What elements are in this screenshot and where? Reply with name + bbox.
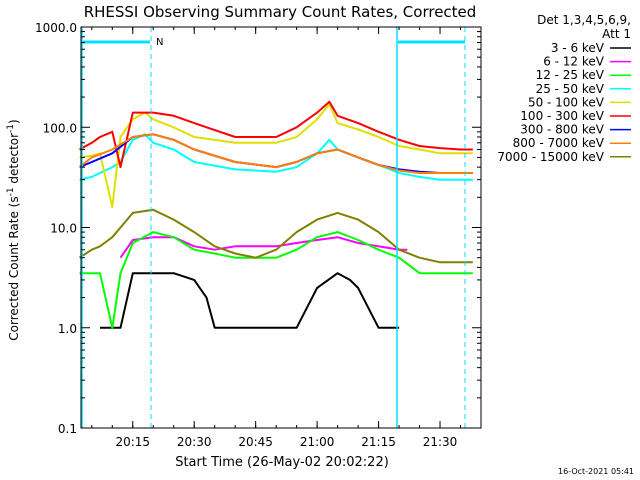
x-axis-label: Start Time (26-May-02 20:02:22) (175, 455, 389, 470)
y-axis-label-mid: detector (7, 133, 21, 188)
x-tick-label: 20:30 (177, 435, 212, 449)
x-tick-label: 20:15 (115, 435, 150, 449)
y-tick-label: 0.1 (58, 422, 77, 436)
x-tick-label: 20:45 (238, 435, 273, 449)
plot-area: N (78, 26, 482, 429)
plot-frame (80, 26, 482, 429)
legend-header-line1: Det 1,3,4,5,6,9, (537, 13, 631, 27)
y-tick-label: 1.0 (58, 322, 77, 336)
series-line (100, 272, 400, 329)
x-tick-label: 21:15 (361, 435, 396, 449)
x-axis: 20:15 20:30 20:45 21:00 21:15 21:30 (91, 27, 482, 449)
legend-entry-label: 6 - 12 keV (543, 55, 605, 69)
footer-date: 16-Oct-2021 05:41 (558, 467, 634, 476)
y-axis-label: Corrected Count Rate (s-1 detector-1) (6, 119, 21, 340)
y-axis-label-sup1: -1 (6, 187, 16, 196)
legend-entry-label: 800 - 7000 keV (513, 136, 605, 150)
x-tick-label: 21:00 (300, 435, 335, 449)
y-axis-label-main: Corrected Count Rate (s (7, 196, 21, 340)
legend-header-line2: Att 1 (602, 27, 631, 41)
series-line (78, 208, 473, 264)
chart-title: RHESSI Observing Summary Count Rates, Co… (84, 3, 477, 21)
y-tick-label: 1000.0 (35, 21, 77, 35)
legend-entry-label: 12 - 25 keV (536, 68, 605, 82)
series-line (79, 103, 473, 208)
y-axis: 0.1 1.0 10.0 100.0 1000.0 (35, 21, 481, 436)
x-tick-label: 21:30 (423, 435, 458, 449)
legend-entry-label: 50 - 100 keV (528, 95, 605, 109)
legend-entry-label: 7000 - 15000 keV (497, 150, 604, 164)
legend-entry-label: 25 - 50 keV (536, 82, 605, 96)
series-line (79, 100, 473, 169)
series-line (78, 133, 473, 174)
y-axis-label-sup2: -1 (6, 124, 16, 133)
legend-entry-label: 100 - 300 keV (520, 109, 604, 123)
y-axis-label-end: ) (7, 119, 21, 124)
y-tick-label: 10.0 (50, 222, 77, 236)
y-tick-label: 100.0 (43, 121, 77, 135)
legend-entry-label: 3 - 6 keV (551, 41, 605, 55)
legend-entry-label: 300 - 800 keV (520, 123, 604, 137)
night-marker-label: N (156, 37, 163, 48)
